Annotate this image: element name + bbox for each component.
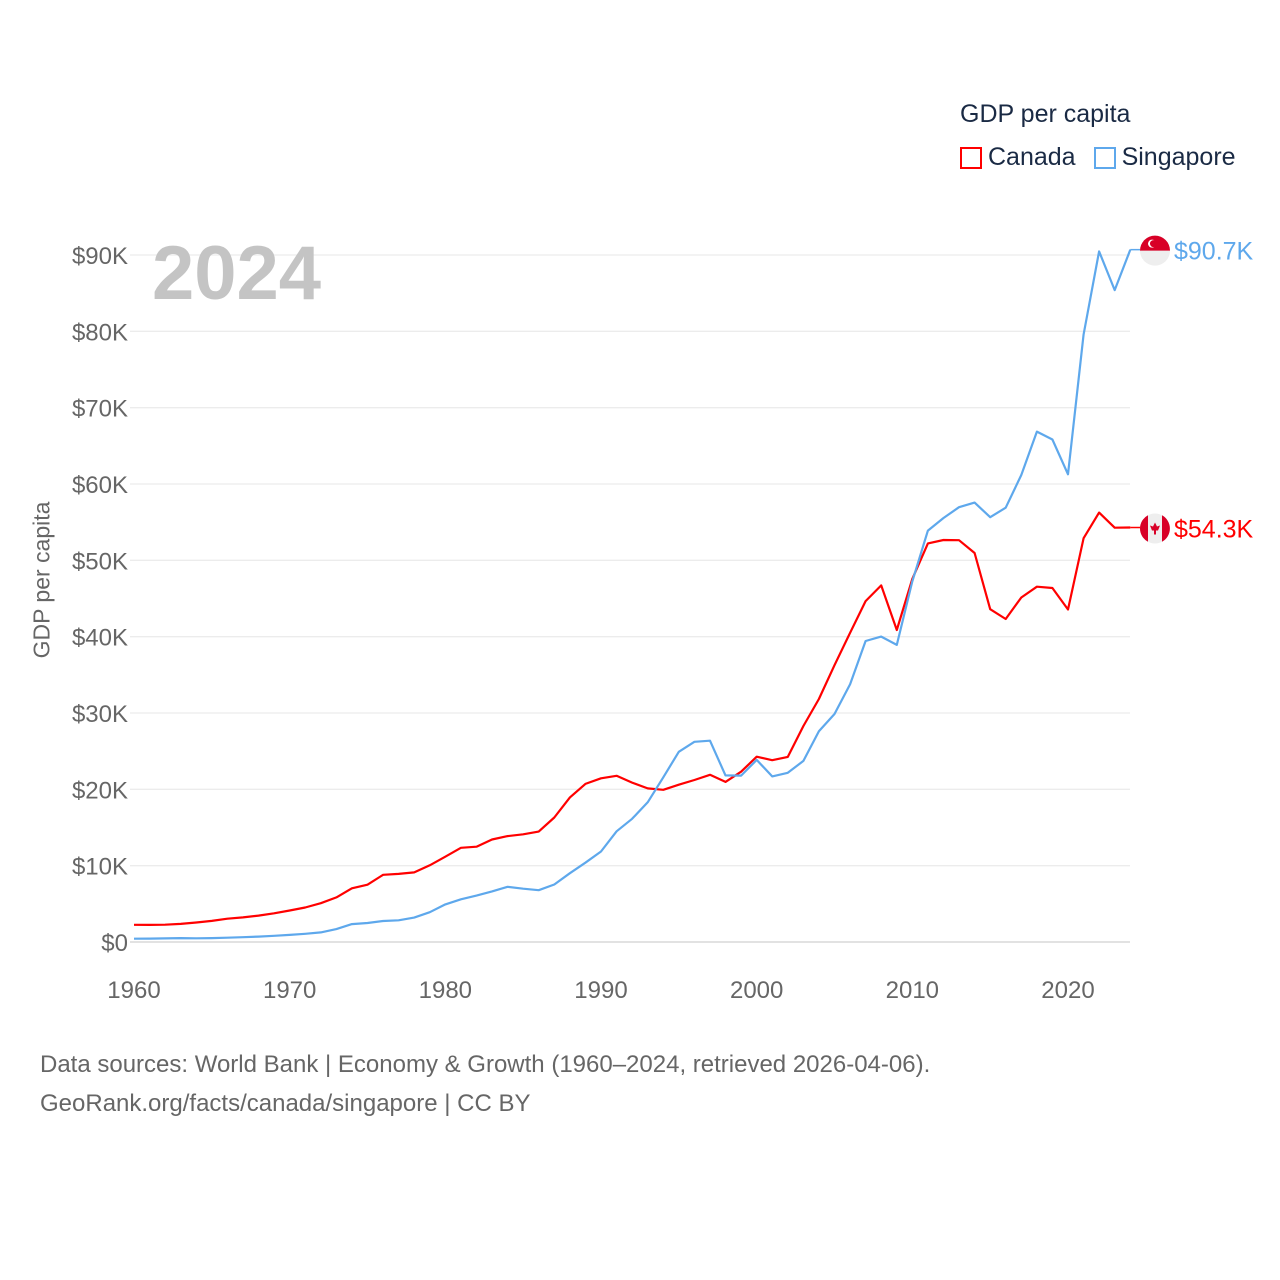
legend-title: GDP per capita xyxy=(960,100,1131,128)
y-tick-label: $60K xyxy=(72,472,128,499)
x-tick-label: 1960 xyxy=(107,977,160,1004)
maple-leaf-icon xyxy=(1150,522,1160,535)
y-tick-label: $40K xyxy=(72,625,128,652)
x-tick-label: 1970 xyxy=(263,977,316,1004)
legend-label-singapore: Singapore xyxy=(1121,143,1236,171)
y-tick-label: $20K xyxy=(72,777,128,804)
end-value-label-singapore: $90.7K xyxy=(1174,238,1254,266)
y-tick-label: $10K xyxy=(72,854,128,881)
end-value-label-canada: $54.3K xyxy=(1174,516,1254,544)
legend-swatch-singapore xyxy=(1093,146,1116,169)
legend-item-canada[interactable]: Canada xyxy=(960,143,1076,172)
x-tick-label: 1980 xyxy=(419,977,472,1004)
data-source-text: Data sources: World Bank | Economy & Gro… xyxy=(40,1051,931,1078)
series-line-canada xyxy=(133,511,1131,927)
x-tick-label: 1990 xyxy=(574,977,627,1004)
x-tick-label: 2000 xyxy=(730,977,783,1004)
y-tick-label: $30K xyxy=(72,701,128,728)
x-tick-label: 2010 xyxy=(886,977,939,1004)
attribution-link[interactable]: GeoRank.org/facts/canada/singapore | CC … xyxy=(40,1090,531,1117)
legend-swatch-canada xyxy=(960,146,982,169)
canada-flag-band-right xyxy=(1162,515,1170,542)
y-tick-label: $50K xyxy=(72,548,128,575)
y-tick-label: $90K xyxy=(72,243,128,270)
y-axis-label: GDP per capita xyxy=(28,501,55,659)
year-stamp: 2024 xyxy=(152,231,322,316)
series-line-singapore xyxy=(133,249,1132,940)
canada-flag-band-left xyxy=(1140,515,1148,542)
legend-item-singapore[interactable]: Singapore xyxy=(1093,143,1236,172)
footer: Data sources: World Bank | Economy & Gro… xyxy=(40,1045,930,1123)
y-tick-label: $80K xyxy=(72,319,128,346)
legend-label-canada: Canada xyxy=(988,143,1076,171)
crescent-cut xyxy=(1150,240,1157,248)
legend: Canada Singapore xyxy=(960,143,1236,172)
y-tick-label: $0 xyxy=(101,930,128,957)
y-tick-label: $70K xyxy=(72,396,128,423)
x-tick-label: 2020 xyxy=(1041,977,1094,1004)
